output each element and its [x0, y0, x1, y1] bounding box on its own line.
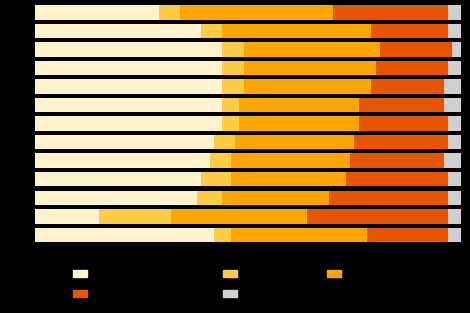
- Bar: [231, 228, 367, 242]
- Bar: [214, 135, 235, 149]
- Bar: [367, 228, 448, 242]
- Bar: [197, 191, 222, 205]
- Bar: [333, 5, 448, 20]
- Bar: [222, 42, 243, 57]
- Bar: [35, 191, 197, 205]
- Bar: [222, 191, 329, 205]
- Bar: [99, 209, 172, 223]
- Bar: [243, 42, 380, 57]
- Bar: [222, 61, 243, 75]
- Bar: [35, 228, 214, 242]
- Bar: [239, 116, 359, 131]
- Bar: [329, 191, 448, 205]
- Bar: [35, 5, 158, 20]
- Bar: [201, 24, 222, 38]
- Bar: [371, 79, 444, 94]
- Bar: [35, 172, 201, 187]
- Bar: [448, 116, 461, 131]
- Bar: [35, 42, 222, 57]
- Bar: [35, 209, 99, 223]
- Bar: [371, 24, 448, 38]
- Bar: [210, 153, 231, 168]
- Bar: [346, 172, 448, 187]
- Bar: [448, 228, 461, 242]
- Bar: [201, 172, 231, 187]
- Bar: [444, 79, 461, 94]
- Bar: [35, 98, 222, 112]
- Bar: [222, 79, 243, 94]
- Bar: [180, 5, 333, 20]
- Bar: [35, 135, 214, 149]
- Bar: [376, 61, 448, 75]
- Bar: [448, 191, 461, 205]
- Bar: [35, 116, 222, 131]
- Bar: [158, 5, 180, 20]
- Bar: [243, 61, 376, 75]
- Bar: [359, 98, 444, 112]
- Bar: [444, 98, 461, 112]
- Bar: [243, 79, 371, 94]
- Bar: [222, 116, 239, 131]
- Bar: [235, 135, 354, 149]
- Bar: [231, 153, 350, 168]
- Bar: [222, 98, 239, 112]
- Bar: [35, 79, 222, 94]
- Bar: [448, 5, 461, 20]
- Bar: [448, 135, 461, 149]
- Bar: [448, 172, 461, 187]
- Bar: [452, 42, 461, 57]
- Bar: [222, 24, 371, 38]
- Bar: [214, 228, 231, 242]
- Bar: [172, 209, 307, 223]
- Bar: [239, 98, 359, 112]
- Bar: [448, 209, 461, 223]
- Bar: [35, 61, 222, 75]
- Bar: [35, 24, 201, 38]
- Bar: [350, 153, 444, 168]
- Bar: [444, 153, 461, 168]
- Bar: [354, 135, 448, 149]
- Bar: [307, 209, 448, 223]
- Bar: [448, 61, 461, 75]
- Bar: [35, 153, 210, 168]
- Bar: [231, 172, 346, 187]
- Bar: [448, 24, 461, 38]
- Bar: [359, 116, 448, 131]
- Bar: [380, 42, 452, 57]
